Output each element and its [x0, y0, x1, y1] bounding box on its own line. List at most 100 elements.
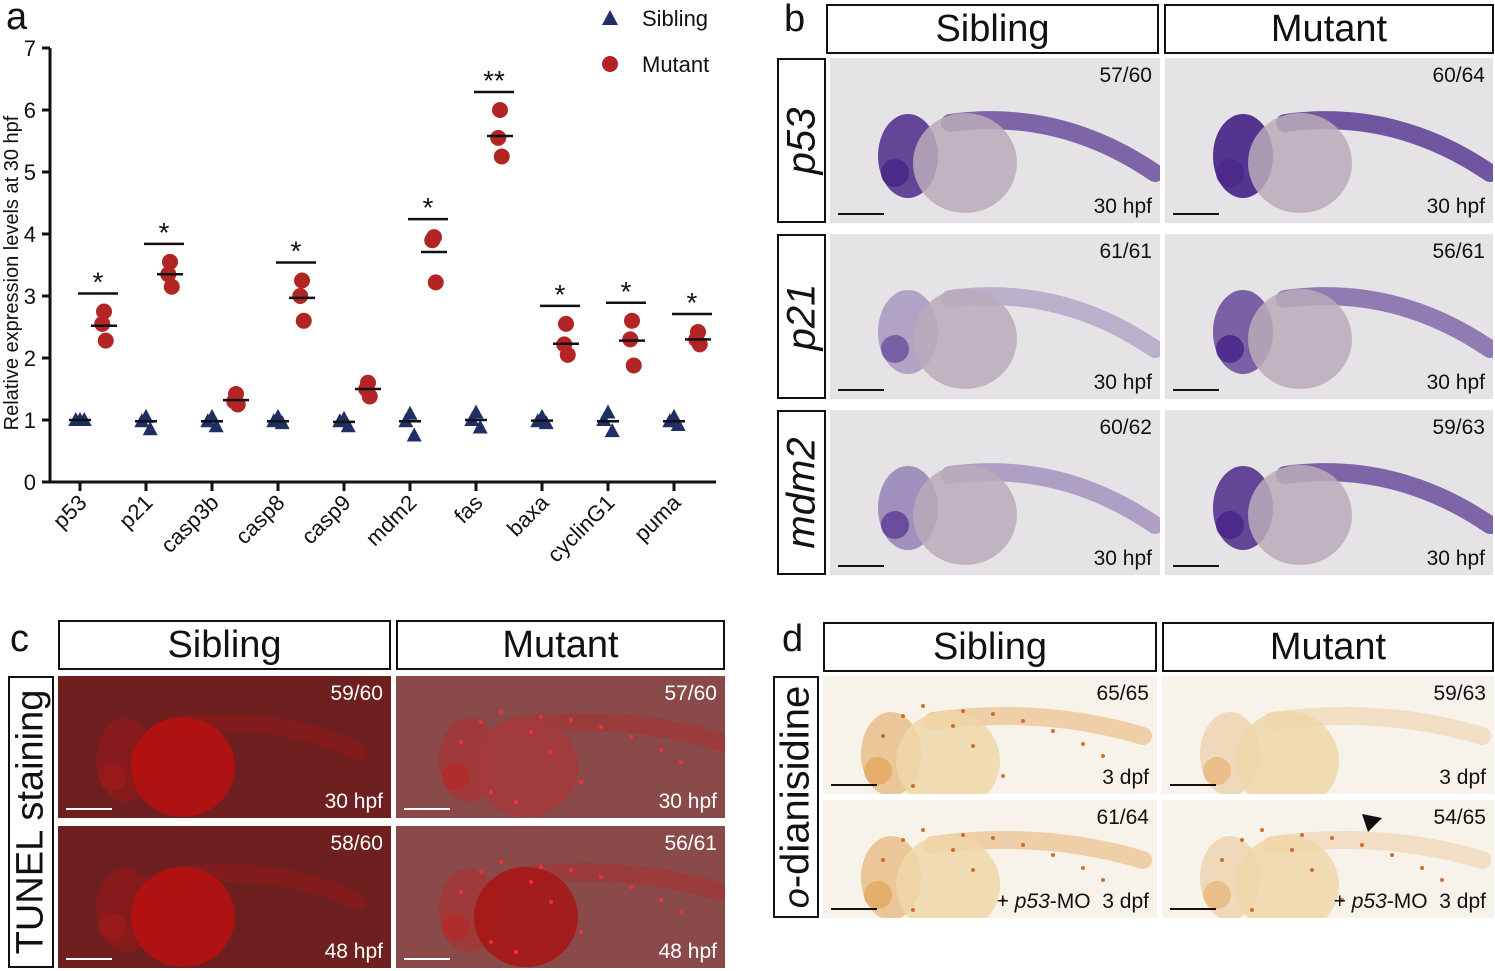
mutant-point	[162, 253, 178, 270]
stage-label: 30 hpf	[1093, 195, 1152, 218]
panel-d-header-sibling: Sibling	[823, 622, 1157, 672]
embryo-illustration	[823, 800, 1157, 918]
gene-label: mdm2	[779, 436, 823, 549]
significance-label: *	[423, 192, 434, 223]
panel-c-sibling-image-0: 59/60 30 hpf	[58, 676, 391, 818]
stage-label: 3 dpf	[1439, 766, 1486, 789]
panel-c-side-label: TUNEL staining	[8, 676, 54, 968]
x-tick-label-casp8: casp8	[230, 490, 289, 549]
scale-bar	[831, 784, 877, 786]
panel-c-letter: c	[10, 618, 29, 660]
stage-label: + p53-MO 3 dpf	[1333, 890, 1486, 913]
embryo-illustration	[823, 676, 1157, 794]
scale-bar	[1170, 784, 1216, 786]
mutant-point	[424, 232, 441, 249]
panel-d-sibling-image-0: 65/65 3 dpf	[823, 676, 1157, 794]
panel-b-sibling-image-mdm2: 60/62 30 hpf	[830, 410, 1160, 575]
scale-bar	[838, 565, 884, 567]
panel-b-header-mutant: Mutant	[1164, 4, 1494, 54]
arrowhead-icon	[1362, 814, 1382, 832]
sibling-point	[538, 415, 554, 430]
scale-bar	[404, 958, 450, 960]
sibling-point	[332, 413, 348, 428]
embryo-illustration	[830, 58, 1160, 223]
y-axis-label: Relative expression levels at 30 hpf	[1, 115, 23, 430]
panel-c-mutant-image-0: 57/60 30 hpf	[396, 676, 725, 818]
scale-bar	[1173, 565, 1219, 567]
significance-label: *	[291, 236, 302, 267]
significance-label: *	[687, 287, 698, 318]
stage-label: 30 hpf	[658, 790, 717, 813]
x-tick-label-cyclinG1: cyclinG1	[542, 490, 619, 567]
x-tick-label-puma: puma	[629, 489, 686, 546]
embryo-count: 56/61	[1432, 240, 1485, 263]
embryo-illustration	[396, 676, 725, 818]
scale-bar	[838, 213, 884, 215]
embryo-illustration	[830, 410, 1160, 575]
significance-label: *	[159, 217, 170, 248]
stage-label: 48 hpf	[658, 940, 717, 963]
embryo-count: 65/65	[1096, 682, 1149, 705]
stage-label: 30 hpf	[1093, 371, 1152, 394]
stage-label: 48 hpf	[324, 940, 383, 963]
y-tick-label: 3	[24, 284, 36, 309]
embryo-count: 59/63	[1432, 416, 1485, 439]
panel-b-mutant-image-p53: 60/64 30 hpf	[1165, 58, 1493, 223]
panel-b-sibling-image-p21: 61/61 30 hpf	[830, 234, 1160, 399]
embryo-illustration	[1165, 58, 1493, 223]
panel-b-mutant-image-p21: 56/61 30 hpf	[1165, 234, 1493, 399]
scale-bar	[1173, 213, 1219, 215]
embryo-count: 61/64	[1096, 806, 1149, 829]
mutant-point	[294, 272, 310, 289]
panel-c-header-mutant: Mutant	[396, 620, 725, 670]
stage-label: 30 hpf	[1426, 195, 1485, 218]
embryo-illustration	[58, 676, 391, 818]
mutant-point	[492, 102, 508, 118]
embryo-count: 57/60	[1099, 64, 1152, 87]
x-tick-label-p53: p53	[48, 490, 92, 534]
significance-label: *	[93, 267, 104, 298]
y-tick-label: 0	[24, 470, 36, 495]
embryo-illustration	[830, 234, 1160, 399]
y-tick-label: 5	[24, 160, 36, 185]
embryo-count: 60/64	[1432, 64, 1485, 87]
sibling-point	[472, 419, 488, 434]
mutant-point	[558, 315, 574, 332]
mutant-point	[361, 388, 378, 405]
mutant-point	[292, 288, 309, 304]
sibling-point	[340, 418, 356, 433]
sibling-point	[670, 416, 686, 431]
panel-d-letter: d	[782, 618, 804, 660]
sibling-point	[604, 423, 620, 438]
chart-a: 0 1 2 3 4 5 6 7 Relative expression levels at 30…	[0, 0, 730, 600]
embryo-illustration	[1165, 410, 1493, 575]
embryo-count: 61/61	[1099, 240, 1152, 263]
panel-b-sibling-image-p53: 57/60 30 hpf	[830, 58, 1160, 223]
panel-b-row-label-mdm2: mdm2	[777, 410, 826, 575]
significance-label: **	[483, 65, 505, 96]
mutant-point	[94, 315, 111, 332]
panel-d-mutant-image-0: 59/63 3 dpf	[1162, 676, 1494, 794]
gene-label: p53	[779, 107, 823, 174]
legend-mutant-label: Mutant	[642, 52, 709, 77]
embryo-count: 57/60	[664, 682, 717, 705]
stage-label: 30 hpf	[1426, 371, 1485, 394]
scale-bar	[66, 808, 112, 810]
significance-label: *	[555, 279, 566, 310]
embryo-illustration	[1162, 800, 1494, 918]
panel-d-header-mutant: Mutant	[1162, 622, 1494, 672]
y-tick-label: 6	[24, 98, 36, 123]
mutant-point	[559, 346, 576, 363]
scale-bar	[838, 389, 884, 391]
scale-bar	[66, 958, 112, 960]
mutant-point	[427, 274, 444, 291]
mutant-point	[295, 312, 312, 329]
stage-label: 30 hpf	[324, 790, 383, 813]
panel-d-mutant-image-1: 54/65 + p53-MO 3 dpf	[1162, 800, 1494, 918]
mutant-point	[490, 129, 507, 146]
scale-bar	[1170, 908, 1216, 910]
legend-mutant-marker	[602, 56, 618, 72]
embryo-count: 59/63	[1433, 682, 1486, 705]
sibling-point	[142, 421, 158, 436]
x-tick-label-mdm2: mdm2	[361, 490, 422, 551]
